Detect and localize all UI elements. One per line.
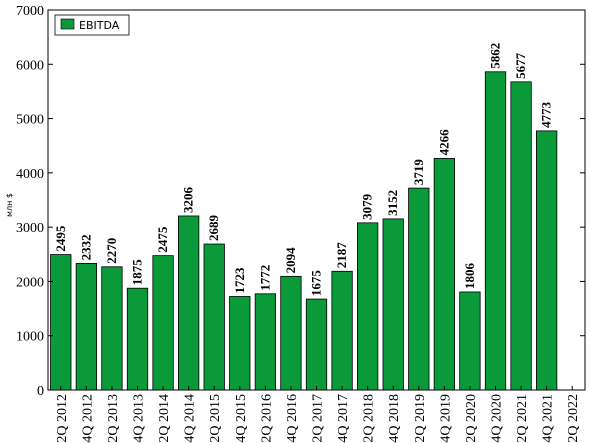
y-tick-label: 1000 [16, 330, 44, 345]
y-tick-label: 5000 [16, 113, 44, 128]
data-label: 2332 [78, 234, 93, 260]
y-tick-label: 7000 [16, 4, 44, 19]
bar-4q-2019 [433, 158, 455, 391]
x-tick-label: 4Q 2014 [183, 394, 198, 443]
x-tick-label: 2Q 2021 [515, 394, 530, 443]
data-label: 4266 [436, 129, 451, 156]
y-tick-label: 2000 [16, 275, 44, 290]
data-label: 5862 [488, 43, 503, 69]
data-label: 2495 [53, 225, 68, 252]
x-tick-label: 4Q 2015 [234, 394, 249, 443]
bar-2q-2020 [459, 291, 481, 391]
x-tick-label: 2Q 2022 [566, 394, 581, 443]
x-tick-label: 4Q 2016 [285, 394, 300, 443]
bars-group [50, 71, 558, 391]
bar-2q-2014 [152, 255, 174, 391]
data-label: 2187 [334, 242, 349, 269]
y-tick-label: 3000 [16, 221, 44, 236]
data-label: 1806 [462, 262, 477, 289]
bar-4q-2021 [536, 130, 558, 391]
x-tick-label: 4Q 2012 [80, 394, 95, 443]
bar-2q-2015 [203, 243, 225, 391]
data-label: 2689 [206, 215, 221, 242]
x-tick-label: 2Q 2019 [413, 394, 428, 443]
data-label: 3152 [385, 190, 400, 216]
x-tick-label: 2Q 2014 [157, 394, 172, 443]
data-label: 1723 [232, 267, 247, 293]
data-label: 3079 [360, 193, 375, 220]
x-tick-label: 2Q 2015 [208, 394, 223, 443]
y-tick-label: 6000 [16, 58, 44, 73]
bar-2q-2016 [254, 293, 276, 391]
data-label: 4773 [539, 101, 554, 128]
x-tick-label: 2Q 2016 [259, 394, 274, 443]
data-label: 2270 [104, 238, 119, 264]
data-label: 2475 [155, 226, 170, 253]
y-tick-label: 0 [37, 384, 44, 399]
x-tick-label: 2Q 2020 [464, 394, 479, 443]
x-tick-label: 4Q 2018 [387, 394, 402, 443]
data-label: 1772 [257, 265, 272, 291]
bar-2q-2017 [305, 298, 328, 391]
legend: EBITDA [54, 14, 130, 36]
legend-label-ebitda: EBITDA [79, 19, 120, 32]
y-axis: 0 1000 2000 3000 4000 5000 6000 7000 [16, 4, 585, 399]
bar-4q-2020 [484, 71, 507, 391]
bar-2q-2021 [510, 81, 532, 391]
x-tick-label: 4Q 2017 [336, 394, 351, 443]
x-tick-label: 2Q 2012 [55, 394, 70, 443]
bar-4q-2014 [178, 215, 200, 391]
bar-4q-2013 [126, 287, 149, 391]
x-tick-label: 4Q 2020 [490, 394, 505, 443]
data-label: 5677 [513, 52, 528, 79]
x-tick-label: 4Q 2021 [541, 394, 556, 443]
x-tick-label: 2Q 2018 [362, 394, 377, 443]
x-axis: 2Q 2012 4Q 2012 2Q 2013 4Q 2013 2Q 2014 4Q 20… [55, 386, 581, 443]
bar-2q-2019 [408, 187, 430, 391]
legend-swatch-ebitda [60, 18, 75, 30]
bar-4q-2018 [382, 218, 404, 391]
bar-2q-2013 [101, 266, 123, 391]
bar-4q-2017 [331, 270, 353, 391]
bar-2q-2018 [357, 222, 379, 391]
data-labels-group: 2495 2332 2270 1875 2475 3206 2689 1723 1772 2094… [53, 43, 554, 296]
data-label: 2094 [283, 247, 298, 274]
bar-4q-2015 [229, 296, 251, 391]
bar-4q-2016 [280, 275, 302, 391]
data-label: 3206 [181, 186, 196, 213]
data-label: 1875 [130, 259, 145, 286]
y-tick-label: 4000 [16, 167, 44, 182]
x-tick-label: 4Q 2019 [438, 394, 453, 443]
data-label: 3719 [411, 159, 426, 186]
y-axis-label: млн $ [5, 193, 14, 217]
x-tick-label: 4Q 2013 [132, 394, 147, 443]
x-tick-label: 2Q 2013 [106, 394, 121, 443]
bar-2q-2012 [50, 254, 72, 391]
x-tick-label: 2Q 2017 [311, 394, 326, 443]
bar-4q-2012 [75, 263, 97, 391]
data-label: 1675 [309, 270, 324, 297]
